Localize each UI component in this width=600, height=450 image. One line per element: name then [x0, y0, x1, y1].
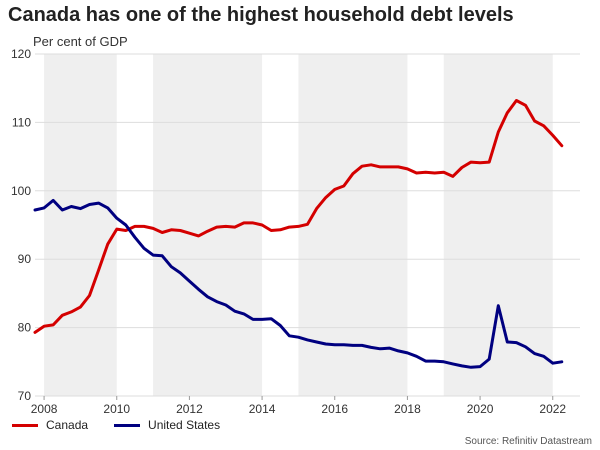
shaded-band [298, 54, 408, 396]
x-tick-label: 2018 [394, 402, 421, 416]
x-axis-ticks: 2008 2010 2012 2014 2016 2018 2020 2022 [31, 396, 566, 416]
legend-item-canada: Canada [12, 418, 88, 432]
shaded-band [443, 54, 553, 396]
series-line-canada [33, 99, 564, 334]
x-tick-label: 2008 [31, 402, 58, 416]
gridlines [35, 53, 580, 397]
shaded-band [44, 54, 117, 396]
legend-swatch-canada [12, 423, 38, 427]
x-tick-label: 2010 [103, 402, 130, 416]
y-tick-label: 110 [12, 115, 31, 129]
legend-label-us: United States [148, 418, 221, 432]
y-tick-label: 80 [18, 321, 32, 335]
x-tick-label: 2012 [176, 402, 203, 416]
x-tick-label: 2022 [539, 402, 566, 416]
legend: Canada United States [12, 418, 246, 432]
series-line-united-states [33, 198, 564, 369]
y-tick-label: 100 [11, 184, 31, 198]
legend-swatch-us [114, 423, 141, 427]
shaded-year-bands [44, 54, 553, 396]
series-lines [33, 99, 564, 369]
chart-subtitle: Per cent of GDP [33, 34, 128, 49]
y-tick-label: 120 [11, 47, 31, 61]
source-note: Source: Refinitiv Datastream [464, 436, 592, 447]
shaded-band [153, 54, 263, 396]
y-axis-ticks: 70 80 90 100 110 120 [11, 47, 31, 403]
y-tick-label: 90 [18, 252, 32, 266]
x-tick-label: 2014 [249, 402, 276, 416]
chart-title: Canada has one of the highest household … [8, 4, 514, 26]
legend-item-us: United States [114, 418, 220, 432]
legend-label-canada: Canada [46, 418, 89, 432]
y-tick-label: 70 [18, 389, 32, 403]
x-tick-label: 2016 [321, 402, 348, 416]
x-tick-label: 2020 [467, 402, 494, 416]
